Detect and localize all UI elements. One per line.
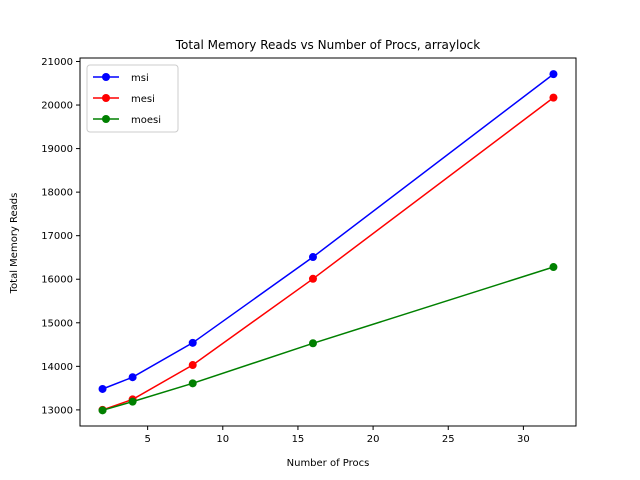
legend-box bbox=[86, 64, 179, 133]
data-point-msi bbox=[128, 373, 137, 382]
data-point-msi bbox=[549, 70, 558, 79]
data-point-moesi bbox=[188, 379, 197, 388]
data-point-mesi bbox=[549, 93, 558, 102]
data-point-mesi bbox=[308, 274, 317, 283]
data-point-moesi bbox=[128, 397, 137, 406]
y-tick-label: 14000 bbox=[41, 362, 73, 373]
x-tick-label: 5 bbox=[144, 434, 150, 445]
data-point-msi bbox=[98, 384, 107, 393]
y-tick-label: 15000 bbox=[41, 318, 73, 329]
data-point-moesi bbox=[549, 263, 558, 272]
y-tick-label: 21000 bbox=[41, 57, 73, 68]
x-tick-label: 10 bbox=[216, 434, 229, 445]
y-axis-label: Total Memory Reads bbox=[9, 193, 20, 295]
series-lines bbox=[98, 70, 558, 415]
x-axis-label: Number of Procs bbox=[287, 458, 370, 469]
legend-marker-msi bbox=[102, 73, 110, 81]
legend-marker-moesi bbox=[102, 115, 110, 123]
data-point-mesi bbox=[188, 361, 197, 370]
data-point-msi bbox=[188, 338, 197, 347]
plot-frame bbox=[79, 57, 577, 427]
legend-label-msi: msi bbox=[131, 73, 149, 84]
y-tick-label: 19000 bbox=[41, 144, 73, 155]
legend-label-moesi: moesi bbox=[131, 115, 161, 126]
chart-title: Total Memory Reads vs Number of Procs, a… bbox=[175, 38, 480, 52]
y-tick-label: 17000 bbox=[41, 231, 73, 242]
x-tick-label: 20 bbox=[367, 434, 380, 445]
y-tick-label: 20000 bbox=[41, 101, 73, 112]
y-tick-label: 16000 bbox=[41, 275, 73, 286]
y-tick-label: 13000 bbox=[41, 405, 73, 416]
axes: 5 10 15 20 25 30 13000 14000 15000 16000 17000 1800… bbox=[41, 57, 577, 445]
x-tick-label: 25 bbox=[442, 434, 455, 445]
x-tick-label: 30 bbox=[517, 434, 530, 445]
data-point-moesi bbox=[98, 406, 107, 415]
data-point-moesi bbox=[308, 339, 317, 348]
legend-label-mesi: mesi bbox=[131, 94, 155, 105]
data-point-msi bbox=[308, 253, 317, 262]
legend: msi mesi moesi bbox=[86, 64, 179, 133]
legend-marker-mesi bbox=[102, 94, 110, 102]
y-tick-label: 18000 bbox=[41, 188, 73, 199]
x-tick-label: 15 bbox=[292, 434, 305, 445]
